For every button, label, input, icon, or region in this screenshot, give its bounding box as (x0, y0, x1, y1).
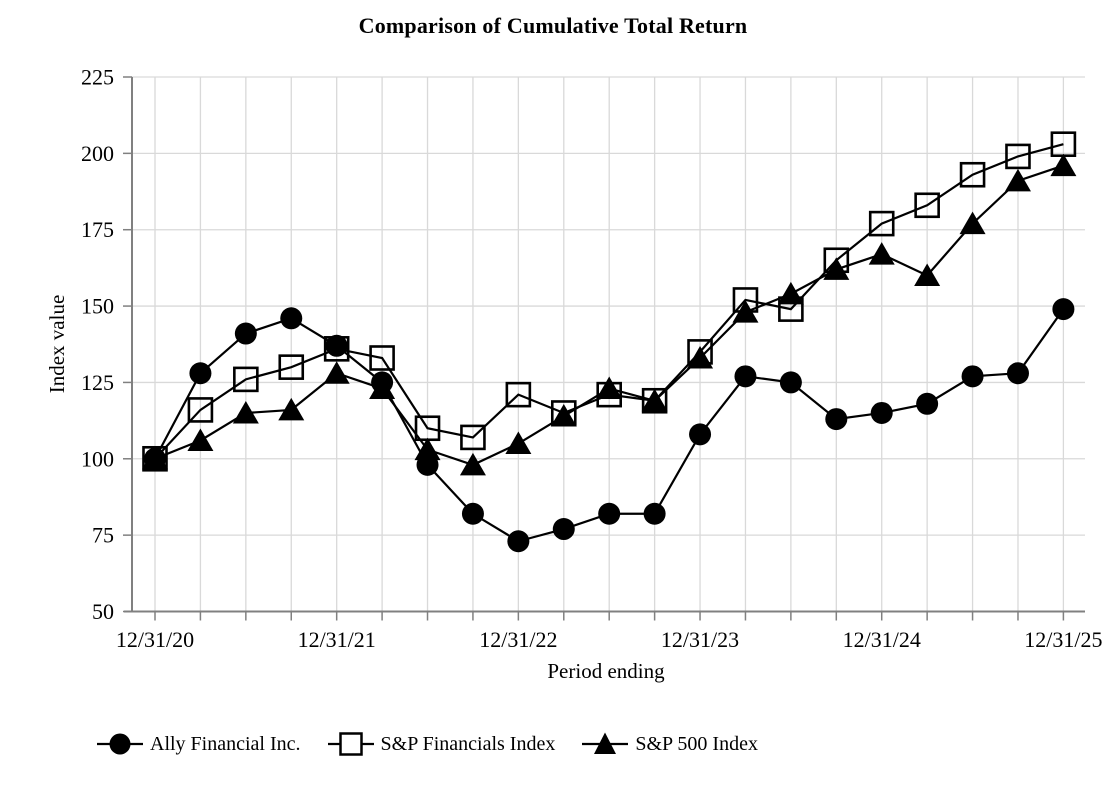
open-square-marker (505, 381, 532, 408)
open-square-marker (460, 424, 486, 451)
legend: Ally Financial Inc. S&P Financials Index… (97, 730, 758, 758)
legend-label: S&P 500 Index (635, 732, 758, 755)
filled-circle-icon (97, 733, 143, 755)
x-tick-label: 12/31/21 (298, 627, 376, 652)
filled-triangle-marker (323, 361, 350, 384)
filled-triangle-marker (596, 376, 623, 400)
filled-triangle-marker (232, 400, 259, 424)
filled-circle-marker (507, 530, 530, 553)
axes (123, 76, 1085, 621)
y-axis-title: Index value (45, 295, 69, 394)
filled-triangle-marker (1050, 153, 1077, 177)
filled-circle-marker (552, 518, 575, 541)
filled-circle-marker (144, 447, 166, 470)
filled-circle-marker (189, 362, 212, 385)
filled-triangle-marker (687, 345, 714, 369)
filled-circle-marker (825, 408, 848, 431)
filled-circle-marker (643, 502, 666, 525)
filled-circle-marker (1006, 362, 1029, 385)
filled-circle-marker (734, 365, 757, 388)
filled-triangle-marker (550, 404, 577, 427)
filled-circle-marker (870, 401, 893, 424)
gridlines (132, 76, 1085, 612)
y-tick-label: 75 (92, 523, 114, 548)
data-series (142, 131, 1077, 553)
filled-circle-marker (1052, 298, 1075, 321)
filled-triangle-marker (732, 300, 759, 323)
y-tick-label: 175 (81, 217, 114, 242)
x-tick-label: 12/31/25 (1024, 627, 1102, 652)
filled-circle-marker (689, 423, 712, 446)
y-tick-label: 225 (81, 65, 114, 90)
y-tick-label: 150 (81, 294, 114, 319)
open-square-marker (278, 354, 305, 380)
x-tick-label: 12/31/20 (116, 627, 194, 652)
legend-item-ally-financial: Ally Financial Inc. (97, 730, 301, 758)
open-square-marker (959, 161, 986, 188)
series-markers-ally-financial-inc (144, 298, 1075, 553)
series-markers-s-p-500-index (142, 153, 1077, 476)
filled-circle-marker (779, 371, 802, 394)
filled-triangle-marker (505, 431, 532, 455)
open-square-marker (914, 192, 940, 219)
filled-circle-marker (325, 334, 348, 357)
x-tick-label: 12/31/23 (661, 627, 739, 652)
filled-triangle-marker (823, 257, 850, 280)
open-square-marker (233, 366, 259, 393)
y-tick-label: 100 (81, 446, 114, 471)
filled-triangle-marker (868, 242, 895, 265)
filled-triangle-marker (777, 281, 804, 305)
filled-circle-marker (916, 392, 939, 415)
y-tick-label: 125 (81, 370, 114, 395)
page-title: Comparison of Cumulative Total Return (358, 13, 748, 38)
filled-triangle-marker (641, 388, 668, 412)
filled-circle-marker (416, 453, 439, 476)
filled-circle-marker (461, 502, 484, 525)
filled-circle-marker (234, 322, 257, 345)
x-tick-label: 12/31/24 (843, 627, 921, 652)
open-square-icon (327, 732, 374, 756)
legend-item-sp-financials: S&P Financials Index (327, 730, 556, 758)
filled-triangle-marker (187, 428, 214, 451)
x-tick-label: 12/31/22 (479, 627, 557, 652)
filled-circle-marker (371, 371, 394, 394)
y-tick-label: 50 (92, 599, 114, 624)
filled-circle-marker (280, 307, 303, 330)
filled-triangle-icon (582, 732, 629, 754)
open-square-marker (187, 397, 214, 423)
y-tick-label: 200 (81, 141, 114, 166)
filled-circle-marker (598, 502, 621, 525)
legend-item-sp-500: S&P 500 Index (582, 730, 758, 758)
filled-triangle-marker (278, 397, 305, 421)
x-axis-title: Period ending (547, 659, 665, 683)
filled-triangle-marker (459, 452, 486, 476)
filled-circle-marker (961, 365, 984, 388)
legend-label: Ally Financial Inc. (150, 732, 301, 755)
open-square-marker (1005, 143, 1031, 170)
filled-triangle-marker (914, 263, 941, 287)
legend-label: S&P Financials Index (380, 732, 556, 755)
open-square-marker (369, 345, 395, 371)
filled-triangle-marker (959, 211, 986, 235)
filled-triangle-marker (1004, 168, 1031, 192)
open-square-marker (868, 210, 895, 237)
